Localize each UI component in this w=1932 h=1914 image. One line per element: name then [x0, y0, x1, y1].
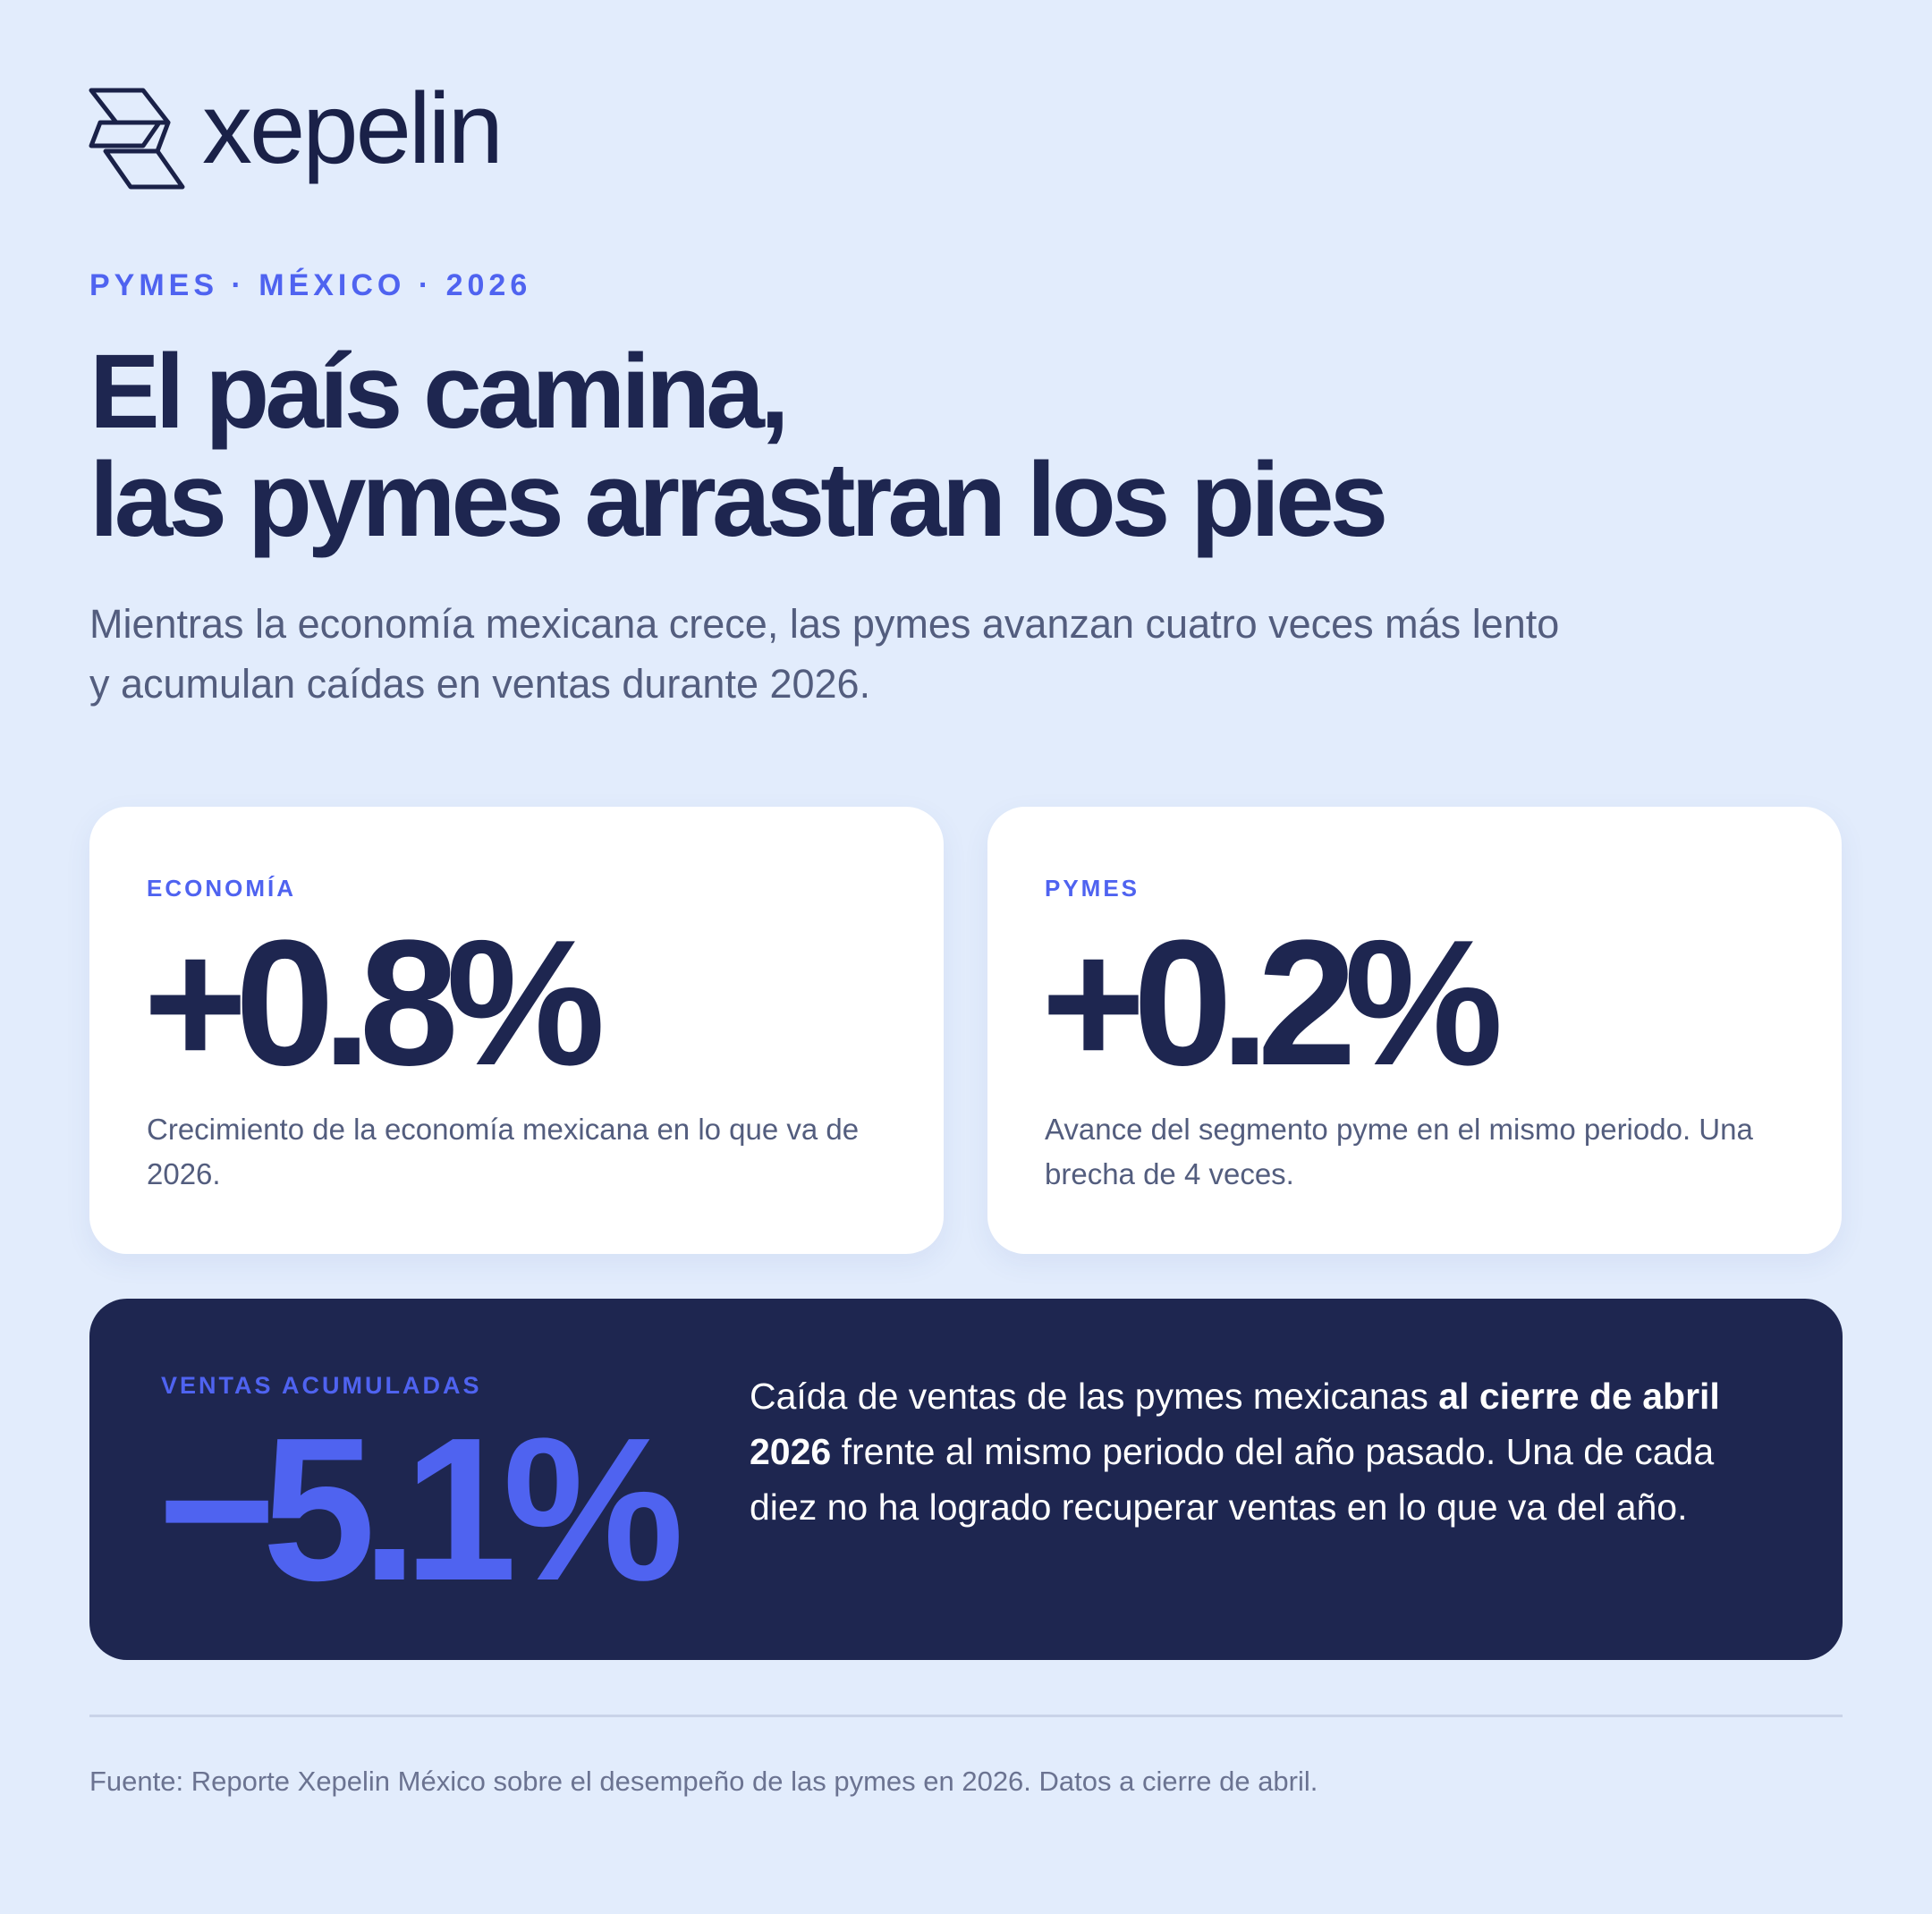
text-bold: al cierre de abril 2026: [750, 1376, 1720, 1472]
subtitle-line: y acumulan caídas en ventas durante 2026…: [89, 661, 871, 707]
subtitle-line: Mientras la economía mexicana crece, las…: [89, 601, 1560, 647]
stat-card: ECONOMÍA +0.8% Crecimiento de la economí…: [89, 807, 944, 1254]
stat-card: PYMES +0.2% Avance del segmento pyme en …: [987, 807, 1842, 1254]
title: El país camina, las pymes arrastran los …: [89, 333, 1388, 559]
card-value: +0.2%: [1041, 903, 1504, 1103]
title-line: las pymes arrastran los pies: [89, 441, 1388, 559]
subtitle: Mientras la economía mexicana crece, las…: [89, 594, 1559, 714]
text-run: Caída de ventas de las pymes mexicanas: [750, 1376, 1439, 1417]
footer-source: Fuente: Reporte Xepelin México sobre el …: [89, 1766, 1318, 1797]
card-description: Crecimiento de la economía mexicana en l…: [147, 1113, 860, 1190]
eyebrow: PYMES · MÉXICO · 2026: [89, 268, 532, 302]
logo-icon: [89, 88, 185, 190]
card-value: +0.8%: [143, 903, 606, 1103]
highlight-panel: VENTAS ACUMULADAS −5.1% Caída de ventas …: [89, 1299, 1843, 1660]
card-label: ECONOMÍA: [147, 875, 296, 902]
highlight-value: −5.1%: [157, 1396, 684, 1623]
highlight-text: Caída de ventas de las pymes mexicanas a…: [750, 1368, 1778, 1535]
card-description: Avance del segmento pyme en el mismo per…: [1045, 1113, 1753, 1190]
card-label: PYMES: [1045, 875, 1140, 902]
title-line: El país camina,: [89, 333, 790, 451]
wordmark: xepelin: [202, 72, 504, 184]
text-run: frente al mismo periodo del año pasado. …: [750, 1431, 1715, 1528]
divider: [89, 1715, 1843, 1717]
highlight-label: VENTAS ACUMULADAS: [161, 1372, 482, 1399]
